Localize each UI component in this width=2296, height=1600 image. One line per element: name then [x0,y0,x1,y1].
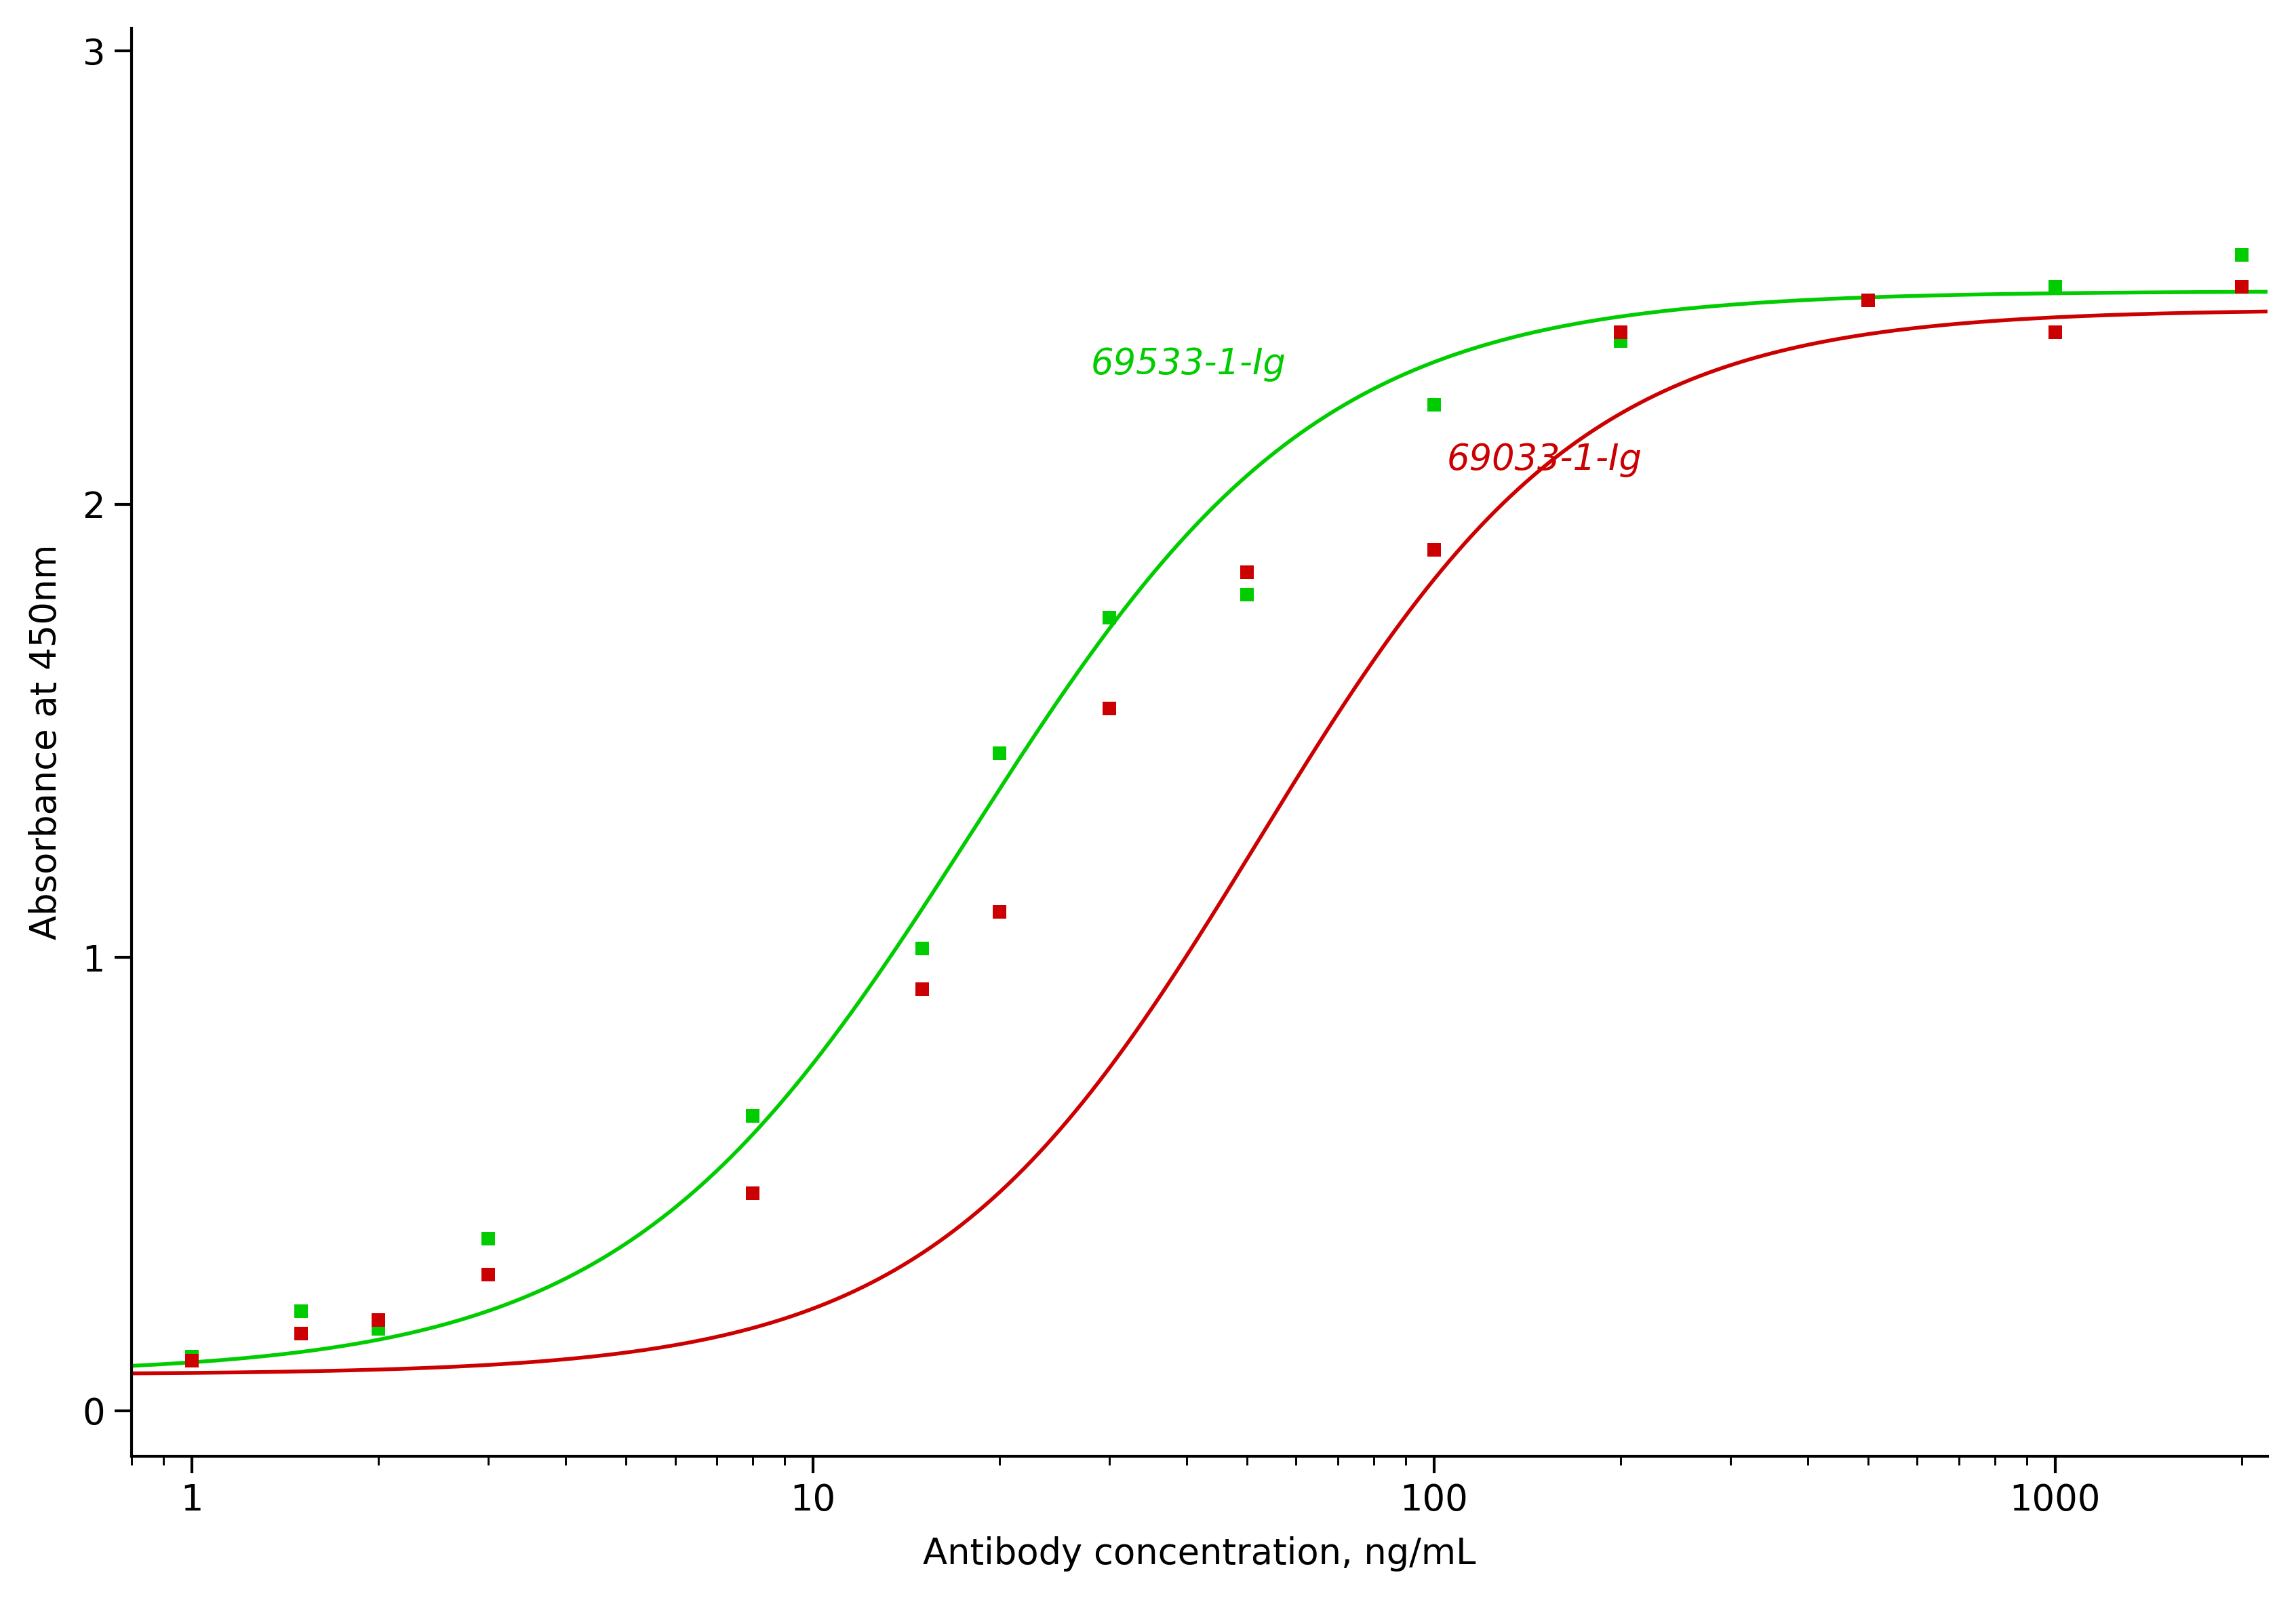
Point [1603,328,1639,354]
Point [2037,318,2073,344]
Point [172,1344,209,1370]
Text: 69533-1-Ig: 69533-1-Ig [1091,347,1286,382]
Point [1091,605,1127,630]
Point [360,1317,397,1342]
Point [980,899,1017,925]
Point [905,976,941,1002]
Point [1851,288,1887,314]
Point [2037,274,2073,299]
Point [2223,242,2259,267]
Point [1851,288,1887,314]
Point [471,1262,507,1288]
Point [2223,274,2259,299]
Point [172,1349,209,1374]
Point [1091,696,1127,722]
Y-axis label: Absorbance at 450nm: Absorbance at 450nm [28,544,64,939]
Point [1228,560,1265,586]
Point [1228,582,1265,608]
Point [1417,392,1453,418]
Point [980,741,1017,766]
Point [735,1181,771,1206]
Text: 69033-1-Ig: 69033-1-Ig [1446,442,1642,477]
Point [471,1226,507,1251]
Point [1603,318,1639,344]
Point [905,936,941,962]
Point [735,1104,771,1130]
Point [360,1307,397,1333]
Point [1417,536,1453,562]
Point [282,1322,319,1347]
Point [282,1298,319,1323]
X-axis label: Antibody concentration, ng/mL: Antibody concentration, ng/mL [923,1536,1476,1571]
